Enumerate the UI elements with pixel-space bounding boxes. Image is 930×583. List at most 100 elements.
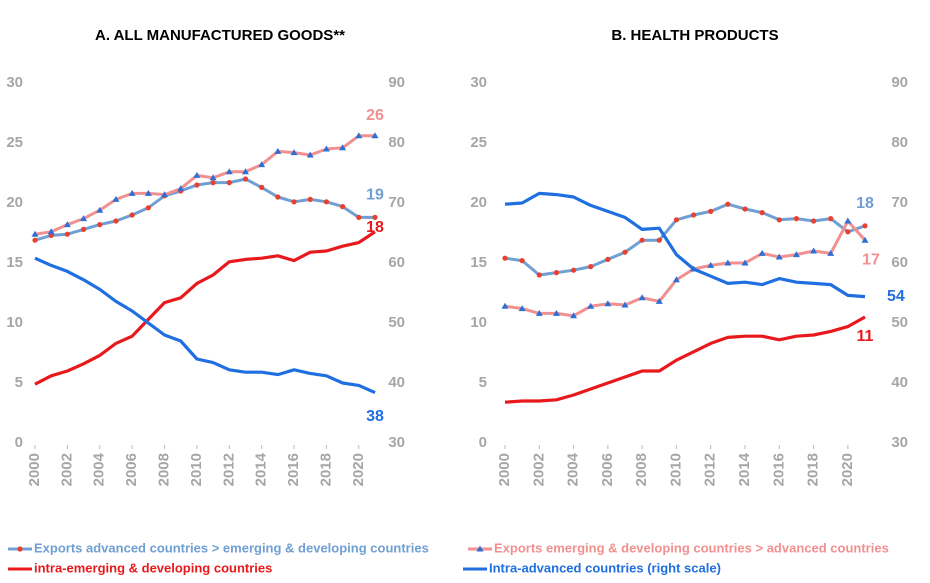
marker	[656, 237, 662, 243]
legend-label: Exports advanced countries > emerging & …	[34, 540, 429, 555]
marker	[519, 258, 525, 264]
marker	[501, 302, 509, 309]
series: 11	[504, 315, 874, 404]
marker	[759, 210, 765, 216]
x-tick-label: 2018	[317, 453, 334, 486]
marker	[810, 218, 817, 224]
marker	[827, 249, 835, 256]
marker	[741, 259, 749, 266]
x-tick-label: 2002	[58, 453, 75, 486]
marker	[113, 218, 119, 224]
marker	[536, 272, 542, 278]
marker	[707, 261, 715, 268]
marker	[518, 305, 526, 312]
x-tick-label: 2006	[599, 453, 616, 486]
marker	[63, 221, 71, 228]
end-label: 19	[366, 187, 384, 204]
x-tick-label: 2008	[155, 453, 172, 486]
series: 26	[31, 107, 384, 237]
line	[504, 191, 866, 299]
y2-tick-label: 40	[388, 374, 405, 391]
marker	[655, 297, 663, 304]
marker	[355, 132, 363, 139]
marker	[340, 204, 346, 210]
y2-tick-label: 30	[891, 434, 908, 451]
marker	[210, 180, 216, 186]
marker	[161, 191, 169, 198]
marker	[339, 144, 347, 151]
marker	[371, 132, 379, 139]
marker	[96, 206, 104, 213]
marker	[587, 302, 595, 309]
x-tick-label: 2000	[496, 453, 513, 486]
marker	[552, 309, 560, 316]
x-tick-label: 2004	[565, 452, 582, 486]
x-tick-label: 2002	[530, 453, 547, 486]
series: 18	[34, 219, 384, 386]
marker	[306, 151, 314, 158]
marker	[145, 205, 151, 211]
y-tick-label: 5	[479, 374, 487, 391]
legend-item: Exports emerging & developing countries …	[468, 540, 889, 555]
marker	[209, 174, 217, 181]
marker	[259, 184, 265, 190]
marker	[775, 253, 783, 260]
x-tick-label: 2014	[253, 452, 270, 486]
series: 17	[501, 217, 880, 319]
y2-tick-label: 30	[388, 434, 405, 451]
marker	[553, 270, 560, 276]
marker	[844, 217, 852, 224]
legend-label: Exports emerging & developing countries …	[494, 540, 889, 555]
x-tick-label: 2008	[633, 453, 650, 486]
x-tick-label: 2004	[91, 452, 108, 486]
y2-tick-label: 90	[891, 74, 908, 91]
y-tick-label: 25	[6, 134, 23, 151]
line	[34, 177, 375, 242]
marker	[290, 149, 298, 156]
line	[34, 230, 376, 386]
marker	[673, 217, 680, 223]
series: 38	[34, 256, 384, 425]
marker	[32, 237, 38, 243]
x-tick-label: 2000	[26, 453, 43, 486]
legend-label: Intra-advanced countries (right scale)	[489, 560, 721, 575]
marker	[502, 255, 508, 261]
marker	[793, 216, 800, 222]
marker	[588, 264, 594, 270]
marker	[112, 195, 120, 202]
marker	[724, 259, 732, 266]
end-label: 54	[887, 288, 905, 305]
x-tick-label: 2006	[123, 453, 140, 486]
y2-tick-label: 90	[388, 74, 405, 91]
y-tick-label: 15	[6, 254, 23, 271]
y-tick-label: 0	[15, 434, 23, 451]
y2-tick-label: 50	[388, 314, 405, 331]
series: 19	[32, 176, 384, 243]
marker	[570, 267, 577, 273]
marker	[128, 189, 136, 196]
marker	[725, 201, 731, 207]
marker	[742, 206, 748, 212]
marker	[291, 199, 297, 205]
marker	[621, 301, 629, 308]
marker	[80, 215, 88, 222]
y-tick-label: 30	[470, 74, 487, 91]
y-tick-label: 5	[15, 374, 23, 391]
marker	[64, 231, 70, 237]
chart-title: B. HEALTH PRODUCTS	[611, 27, 778, 44]
marker	[810, 247, 818, 254]
y2-tick-label: 80	[891, 134, 908, 151]
marker	[708, 208, 714, 214]
marker	[307, 196, 313, 202]
end-label: 26	[366, 107, 384, 124]
marker	[605, 256, 611, 262]
end-label: 38	[366, 408, 384, 425]
marker	[80, 226, 87, 232]
end-label: 17	[862, 251, 880, 268]
line	[504, 315, 866, 404]
marker	[47, 228, 55, 235]
y-tick-label: 10	[6, 314, 23, 331]
end-label: 18	[856, 195, 874, 212]
x-tick-label: 2020	[839, 453, 856, 486]
